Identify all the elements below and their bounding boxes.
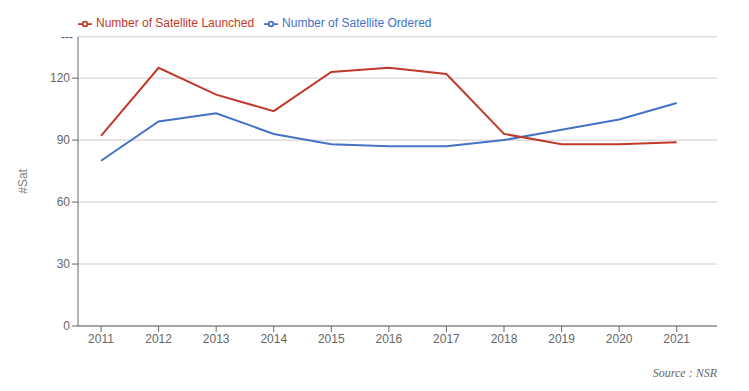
svg-text:30: 30 [57,257,71,271]
svg-text:2021: 2021 [663,332,690,346]
svg-text:90: 90 [57,133,71,147]
svg-text:2019: 2019 [548,332,575,346]
html-text:Number of Satellite Launched: Number of Satellite Launched [96,16,255,30]
svg-text:2016: 2016 [376,332,403,346]
svg-text:#Sat: #Sat [16,168,30,193]
svg-text:2014: 2014 [260,332,287,346]
html-text:Number of Satellite Ordered: Number of Satellite Ordered [282,16,432,30]
svg-text:2020: 2020 [606,332,633,346]
svg-text:2015: 2015 [318,332,345,346]
svg-text:2012: 2012 [145,332,172,346]
svg-text:2013: 2013 [203,332,230,346]
svg-text:2017: 2017 [433,332,460,346]
svg-text:120: 120 [50,71,70,85]
svg-text:---: --- [61,30,73,44]
html-text:Source : NSR: Source : NSR [652,366,717,380]
svg-text:2018: 2018 [491,332,518,346]
svg-text:2011: 2011 [88,332,114,346]
svg-text:60: 60 [57,195,71,209]
svg-text:0: 0 [63,319,70,333]
